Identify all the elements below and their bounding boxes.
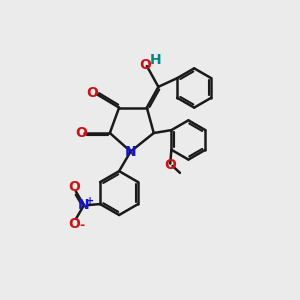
Text: H: H — [150, 53, 162, 67]
Text: O: O — [68, 217, 80, 231]
Text: N: N — [78, 198, 90, 212]
Text: O: O — [87, 85, 98, 100]
Text: N: N — [124, 145, 136, 159]
Text: +: + — [85, 196, 94, 206]
Text: O: O — [75, 126, 87, 140]
Text: O: O — [68, 180, 80, 194]
Text: O: O — [140, 58, 152, 72]
Text: -: - — [80, 220, 85, 232]
Text: O: O — [164, 158, 176, 172]
